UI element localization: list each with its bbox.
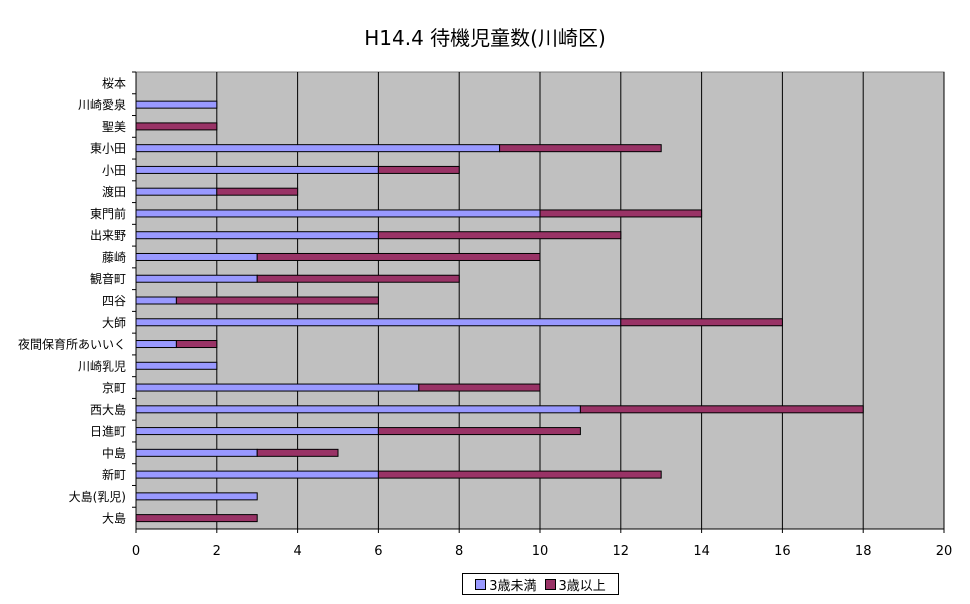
legend-label-under3: 3歳未満	[489, 578, 537, 594]
bar-over3	[256, 252, 541, 261]
bar-under3	[135, 209, 541, 218]
y-category-label: 小田	[102, 163, 126, 177]
bar-over3	[216, 187, 299, 196]
bar-under3	[135, 252, 258, 261]
y-category-label: 川崎乳児	[78, 359, 126, 373]
chart-title: H14.4 待機児童数(川崎区)	[364, 26, 606, 50]
y-category-label: 夜間保育所あいいく	[18, 337, 126, 352]
x-tick-label: 10	[532, 544, 549, 559]
y-category-label: 西大島	[90, 402, 126, 417]
y-category-label: 藤崎	[102, 250, 126, 264]
bar-over3	[377, 165, 460, 174]
legend-item-under3: 3歳未満	[475, 575, 537, 594]
y-category-label: 川崎愛泉	[78, 98, 126, 112]
bar-under3	[135, 318, 622, 327]
bar-under3	[135, 100, 218, 109]
bar-under3	[135, 165, 379, 174]
bar-over3	[135, 514, 258, 523]
x-tick-label: 16	[774, 544, 791, 559]
legend-swatch-over3	[544, 578, 556, 590]
legend-swatch-under3	[475, 578, 487, 590]
y-category-label: 大師	[102, 316, 126, 330]
bar-over3	[418, 383, 541, 392]
y-category-label: 桜本	[102, 76, 126, 90]
legend-item-over3: 3歳以上	[544, 575, 606, 594]
bar-over3	[175, 296, 379, 305]
bar-over3	[175, 340, 218, 349]
bar-under3	[135, 144, 501, 153]
x-tick-label: 0	[132, 544, 140, 559]
y-category-label: 大島(乳児)	[69, 489, 126, 504]
x-tick-label: 6	[374, 544, 382, 559]
x-tick-label: 14	[693, 544, 710, 559]
y-category-label: 京町	[102, 381, 126, 395]
y-category-label: 中島	[102, 445, 126, 460]
bar-over3	[377, 427, 581, 436]
bar-over3	[499, 144, 662, 153]
y-category-label: 日進町	[90, 425, 126, 439]
bar-over3	[256, 448, 339, 457]
y-category-label: 東門前	[90, 206, 126, 221]
bar-under3	[135, 187, 218, 196]
x-tick-label: 20	[936, 544, 953, 559]
x-tick-label: 4	[293, 544, 301, 559]
y-category-label: 観音町	[90, 271, 126, 286]
x-tick-label: 12	[613, 544, 630, 559]
y-category-label: 渡田	[102, 184, 126, 199]
bar-under3	[135, 427, 379, 436]
bar-under3	[135, 448, 258, 457]
bar-under3	[135, 274, 258, 283]
bar-over3	[377, 231, 622, 240]
y-category-label: 東小田	[90, 142, 126, 156]
bar-over3	[256, 274, 460, 283]
bar-over3	[377, 470, 662, 479]
bar-under3	[135, 231, 379, 240]
y-category-label: 大島	[102, 511, 126, 526]
y-category-label: 出来野	[90, 229, 126, 243]
bar-under3	[135, 405, 581, 414]
legend: 3歳未満 3歳以上	[462, 573, 619, 595]
bar-under3	[135, 383, 420, 392]
legend-label-over3: 3歳以上	[558, 578, 606, 594]
x-tick-label: 18	[855, 544, 872, 559]
bar-over3	[579, 405, 864, 414]
bar-over3	[135, 122, 218, 131]
bar-over3	[539, 209, 703, 218]
bar-under3	[135, 492, 258, 501]
bar-under3	[135, 340, 177, 349]
y-category-label: 四谷	[102, 294, 126, 308]
bar-under3	[135, 361, 218, 370]
y-category-label: 新町	[102, 467, 126, 482]
x-tick-label: 8	[455, 544, 463, 559]
bar-over3	[620, 318, 783, 327]
x-tick-label: 2	[213, 544, 221, 559]
bar-under3	[135, 296, 177, 305]
y-category-label: 聖美	[102, 120, 126, 134]
bar-under3	[135, 470, 379, 479]
